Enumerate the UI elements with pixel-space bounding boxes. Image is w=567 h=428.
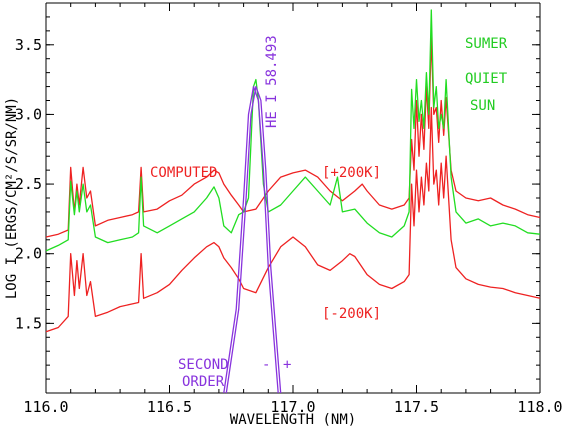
series-line-0 [45, 37, 541, 238]
x-axis-title: WAVELENGTH (NM) [230, 412, 356, 428]
plus-sign-label: + [283, 357, 291, 373]
series-layer [45, 9, 541, 394]
annotations: COMPUTED [+200K] [-200K] SUMER QUIET SUN… [150, 35, 508, 390]
series-line-4 [225, 85, 282, 394]
sumer-label-line1: SUMER [465, 36, 508, 52]
sumer-label-line2: QUIET [465, 71, 508, 87]
second-order-label-line1: SECOND [178, 357, 229, 373]
y-axis-title: LOG I (ERGS/CM²/S/SR/NM) [4, 97, 20, 299]
minus-sign-label: - [262, 357, 270, 373]
x-tick-label: 117.0 [270, 398, 315, 416]
series-line-1 [45, 106, 541, 333]
series-line-2 [45, 9, 541, 252]
x-tick-label: 116.0 [23, 398, 68, 416]
he-line-label: HE I 58.493 [264, 35, 280, 128]
x-tick-label: 118.0 [517, 398, 562, 416]
x-tick-label: 117.5 [394, 398, 439, 416]
x-tick-label: 116.5 [147, 398, 192, 416]
y-tick-label: 3.0 [15, 105, 42, 123]
y-tick-label: 2.5 [15, 175, 42, 193]
plus-200k-label: [+200K] [322, 165, 381, 181]
axis-ticks [45, 2, 541, 394]
y-tick-label: 2.0 [15, 245, 42, 263]
minus-200k-label: [-200K] [322, 306, 381, 322]
sumer-label-line3: SUN [470, 98, 495, 114]
second-order-label-line2: ORDER [182, 374, 225, 390]
y-tick-label: 1.5 [15, 314, 42, 332]
series-line-3 [223, 85, 279, 394]
y-tick-label: 3.5 [15, 36, 42, 54]
axis-tick-labels: 116.0 116.5 117.0 117.5 118.0 1.5 2.0 2.5 3.0 3.5 [15, 36, 563, 416]
computed-label: COMPUTED [150, 165, 217, 181]
